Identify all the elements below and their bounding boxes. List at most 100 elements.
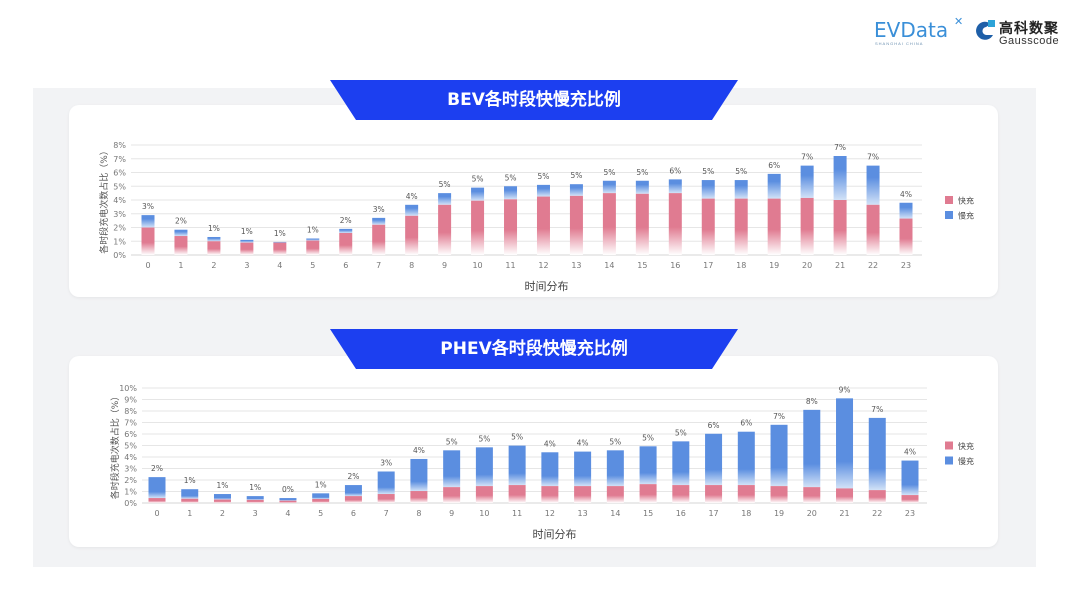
y-tick-label: 8% <box>124 407 137 416</box>
data-label: 9% <box>839 385 851 394</box>
x-tick-label: 19 <box>769 261 779 270</box>
bar-slow-charge <box>508 445 526 486</box>
bar-fast-charge <box>770 486 788 503</box>
data-label: 5% <box>538 172 550 181</box>
bar-slow-charge <box>541 452 559 487</box>
y-tick-label: 1% <box>124 488 137 497</box>
bar-fast-charge <box>475 486 493 503</box>
bar-fast-charge <box>306 240 320 255</box>
bar-fast-charge <box>569 195 583 255</box>
x-tick-label: 17 <box>703 261 713 270</box>
data-label: 7% <box>773 412 785 421</box>
data-label: 2% <box>151 464 163 473</box>
bar-slow-charge <box>148 477 166 499</box>
bev-chart: 0% 1% 2% 3% 4% 5% 6% 7% 8%各时段充电次数占比（%） 时间分布 3% 0 2% 1… <box>98 141 974 293</box>
legend-swatch-slow <box>945 456 953 465</box>
bar-slow-charge <box>737 431 755 486</box>
bar-slow-charge <box>181 489 199 499</box>
bar-fast-charge <box>471 200 485 255</box>
gausscode-logo-cn: 高科数聚 <box>999 21 1059 37</box>
bar-fast-charge <box>181 498 199 503</box>
data-label: 5% <box>675 428 687 437</box>
legend-label-slow: 慢充 <box>958 456 974 466</box>
data-label: 5% <box>636 168 648 177</box>
bar-fast-charge <box>273 242 287 255</box>
x-tick-label: 16 <box>670 261 680 270</box>
bar-slow-charge <box>339 228 353 233</box>
x-tick-label: 21 <box>835 261 845 270</box>
x-tick-label: 4 <box>285 509 290 518</box>
bar-fast-charge <box>606 486 624 503</box>
bar-fast-charge <box>899 218 913 255</box>
data-label: 4% <box>900 190 912 199</box>
x-tick-label: 5 <box>318 509 323 518</box>
data-label: 8% <box>806 397 818 406</box>
bar-fast-charge <box>803 487 821 503</box>
data-label: 4% <box>904 448 916 457</box>
bar-fast-charge <box>207 241 221 255</box>
data-label: 7% <box>871 405 883 414</box>
data-label: 4% <box>577 439 589 448</box>
x-tick-label: 23 <box>905 509 915 518</box>
x-tick-label: 21 <box>839 509 849 518</box>
x-tick-label: 5 <box>310 261 315 270</box>
bar-fast-charge <box>866 204 880 255</box>
x-tick-label: 18 <box>736 261 746 270</box>
bar-slow-charge <box>574 451 592 487</box>
y-tick-label: 10% <box>119 384 137 393</box>
x-tick-label: 7 <box>376 261 381 270</box>
bar-fast-charge <box>377 494 395 503</box>
legend-swatch-fast <box>945 441 953 450</box>
y-axis-label: 各时段充电次数占比（%） <box>109 392 121 500</box>
bar-fast-charge <box>734 198 748 255</box>
bar-fast-charge <box>833 200 847 255</box>
bar-slow-charge <box>410 458 428 492</box>
data-label: 5% <box>439 180 451 189</box>
x-tick-label: 22 <box>868 261 878 270</box>
y-tick-label: 6% <box>113 169 126 178</box>
bar-slow-charge <box>668 179 682 194</box>
x-tick-label: 3 <box>244 261 249 270</box>
x-tick-label: 1 <box>187 509 192 518</box>
data-label: 1% <box>217 481 229 490</box>
bar-slow-charge <box>213 494 231 500</box>
x-tick-label: 6 <box>351 509 356 518</box>
bar-fast-charge <box>410 491 428 503</box>
data-label: 1% <box>208 224 220 233</box>
data-label: 5% <box>472 175 484 184</box>
x-tick-label: 2 <box>220 509 225 518</box>
data-label: 6% <box>740 419 752 428</box>
y-tick-label: 6% <box>124 430 137 439</box>
legend-label-fast: 快充 <box>958 196 974 206</box>
x-tick-label: 11 <box>512 509 522 518</box>
x-tick-label: 1 <box>178 261 183 270</box>
bar-fast-charge <box>541 486 559 503</box>
bar-slow-charge <box>770 424 788 487</box>
x-axis-label: 时间分布 <box>525 280 569 293</box>
y-tick-label: 4% <box>113 196 126 205</box>
bar-slow-charge <box>475 447 493 487</box>
y-tick-label: 2% <box>113 224 126 233</box>
y-tick-label: 9% <box>124 396 137 405</box>
bev-chart-title: BEV各时段快慢充比例 <box>447 90 621 110</box>
data-label: 2% <box>347 472 359 481</box>
bar-fast-charge <box>405 215 419 255</box>
data-label: 3% <box>373 205 385 214</box>
x-tick-label: 4 <box>277 261 282 270</box>
x-tick-label: 18 <box>741 509 751 518</box>
data-label: 5% <box>478 434 490 443</box>
bar-slow-charge <box>800 165 814 198</box>
bar-slow-charge <box>701 180 715 199</box>
x-tick-label: 0 <box>145 261 150 270</box>
data-label: 7% <box>867 153 879 162</box>
bar-fast-charge <box>800 197 814 255</box>
y-tick-label: 0% <box>124 499 137 508</box>
bar-slow-charge <box>405 204 419 216</box>
data-label: 6% <box>768 161 780 170</box>
bar-slow-charge <box>279 498 297 501</box>
x-tick-label: 22 <box>872 509 882 518</box>
x-tick-label: 8 <box>416 509 421 518</box>
bar-slow-charge <box>635 180 649 194</box>
data-label: 4% <box>544 439 556 448</box>
bar-slow-charge <box>602 180 616 194</box>
